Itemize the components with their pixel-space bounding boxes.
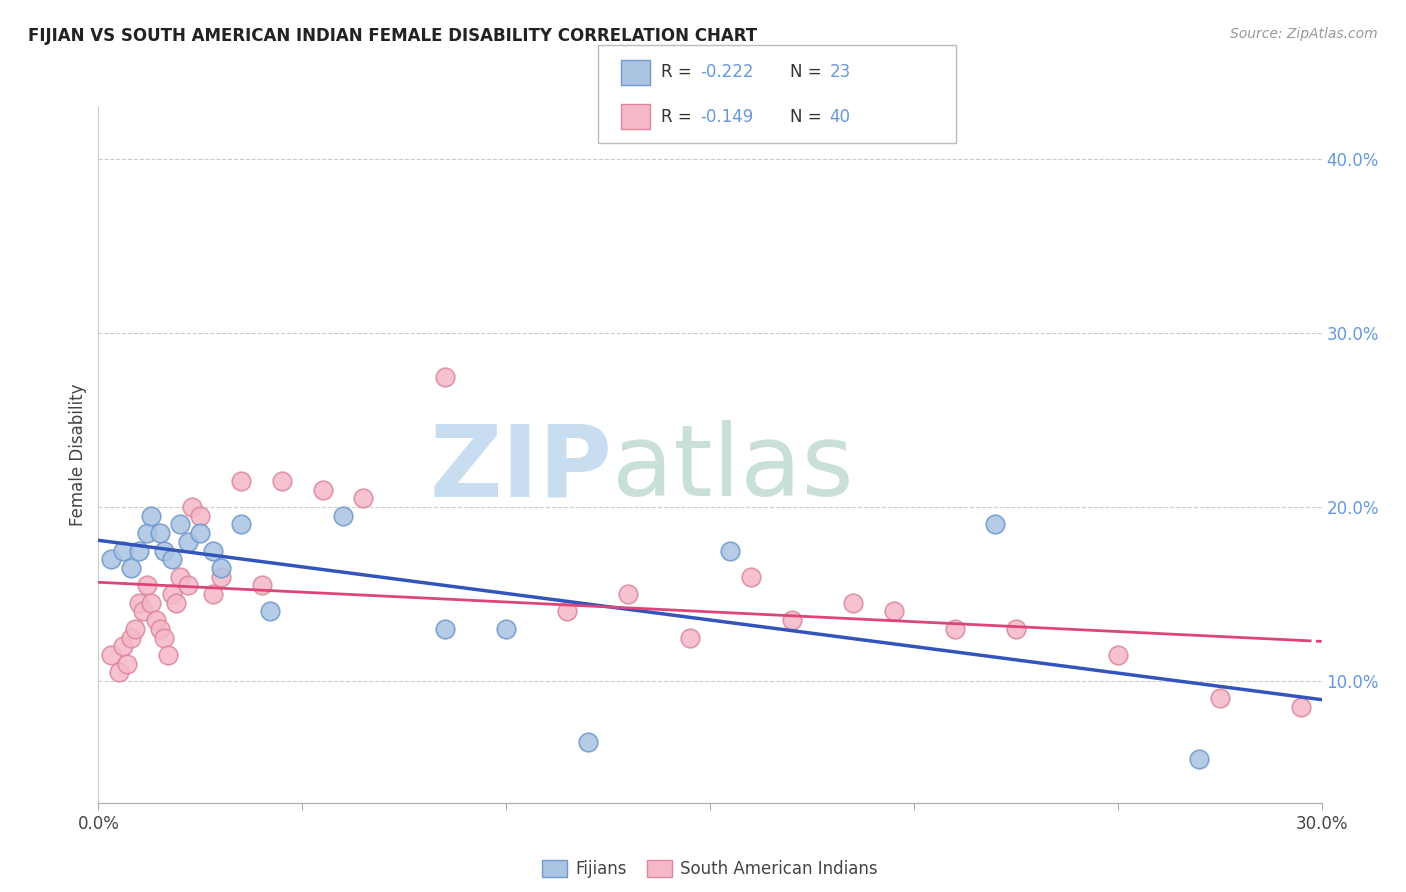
Point [100, 552, 122, 566]
Point [188, 508, 212, 523]
Point [152, 631, 174, 645]
Point [352, 491, 374, 506]
Point [250, 578, 273, 592]
Text: 23: 23 [830, 63, 851, 81]
Point [1291, 700, 1313, 714]
Point [177, 534, 200, 549]
Point [231, 474, 253, 488]
Text: Source: ZipAtlas.com: Source: ZipAtlas.com [1230, 27, 1378, 41]
Point [108, 665, 131, 680]
Point [1004, 622, 1026, 636]
Point [332, 508, 354, 523]
Point [495, 622, 517, 636]
Point [169, 517, 191, 532]
Point [145, 613, 167, 627]
Point [201, 543, 224, 558]
Text: atlas: atlas [612, 420, 853, 517]
Point [165, 596, 187, 610]
Point [780, 613, 803, 627]
Y-axis label: Female Disability: Female Disability [69, 384, 87, 526]
Text: 40: 40 [830, 108, 851, 126]
Text: -0.149: -0.149 [700, 108, 754, 126]
Point [156, 648, 179, 662]
Text: ZIP: ZIP [429, 420, 612, 517]
Point [120, 561, 142, 575]
Point [841, 596, 863, 610]
Point [100, 648, 122, 662]
Point [209, 561, 232, 575]
Point [576, 735, 599, 749]
Point [312, 483, 335, 497]
Point [740, 569, 762, 583]
Point [181, 500, 204, 514]
Point [188, 526, 212, 541]
Point [111, 543, 134, 558]
Point [128, 596, 150, 610]
Point [943, 622, 966, 636]
Text: R =: R = [661, 63, 697, 81]
Point [120, 631, 142, 645]
Point [136, 526, 159, 541]
Point [209, 569, 232, 583]
Text: -0.222: -0.222 [700, 63, 754, 81]
Point [984, 517, 1007, 532]
Point [149, 622, 172, 636]
Point [1107, 648, 1129, 662]
Point [617, 587, 640, 601]
Point [152, 543, 174, 558]
Text: R =: R = [661, 108, 697, 126]
Point [883, 605, 905, 619]
Point [160, 552, 183, 566]
Legend: Fijians, South American Indians: Fijians, South American Indians [536, 854, 884, 885]
Text: N =: N = [790, 108, 827, 126]
Point [201, 587, 224, 601]
Point [1209, 691, 1232, 706]
Point [111, 639, 134, 653]
Point [720, 543, 742, 558]
Point [160, 587, 183, 601]
Point [679, 631, 702, 645]
Point [124, 622, 146, 636]
Point [169, 569, 191, 583]
Point [557, 605, 579, 619]
Point [259, 605, 281, 619]
Point [270, 474, 294, 488]
Point [434, 369, 457, 384]
Point [115, 657, 138, 671]
Text: FIJIAN VS SOUTH AMERICAN INDIAN FEMALE DISABILITY CORRELATION CHART: FIJIAN VS SOUTH AMERICAN INDIAN FEMALE D… [28, 27, 758, 45]
Point [132, 605, 155, 619]
Point [136, 578, 159, 592]
Text: N =: N = [790, 63, 827, 81]
Point [141, 508, 163, 523]
Point [434, 622, 457, 636]
Point [141, 596, 163, 610]
Point [177, 578, 200, 592]
Point [231, 517, 253, 532]
Point [128, 543, 150, 558]
Point [149, 526, 172, 541]
Point [1188, 752, 1211, 766]
